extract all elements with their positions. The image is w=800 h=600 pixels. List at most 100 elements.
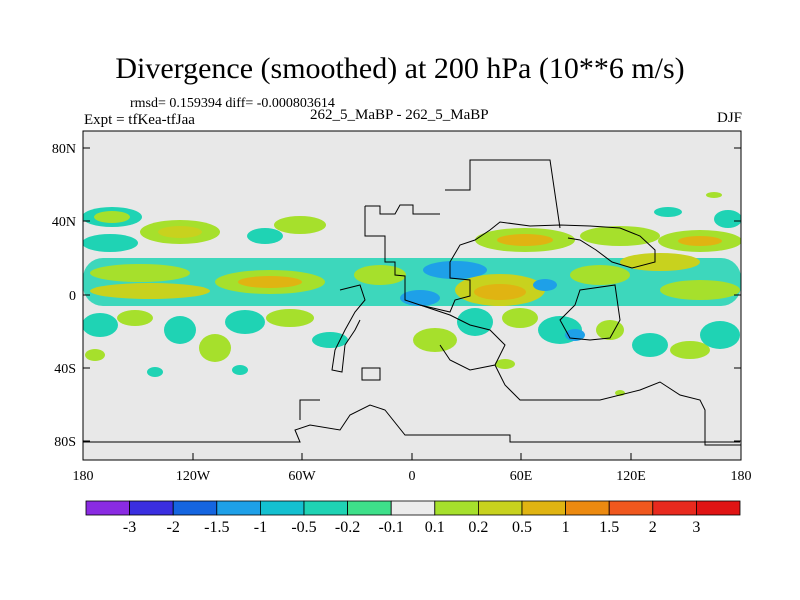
contour-blob bbox=[497, 234, 553, 246]
x-tick-label: 180 bbox=[731, 469, 752, 484]
colorbar-label: -3 bbox=[123, 519, 136, 536]
x-tick-label: 180 bbox=[73, 469, 94, 484]
colorbar-label: 1 bbox=[562, 519, 570, 536]
x-tick-label: 120W bbox=[176, 469, 211, 484]
colorbar-swatch bbox=[172, 500, 218, 516]
continent-outline bbox=[365, 204, 440, 215]
stats-text: rmsd= 0.159394 diff= -0.000803614 bbox=[130, 96, 335, 111]
colorbar-label: -1 bbox=[254, 519, 267, 536]
colorbar-swatch bbox=[129, 500, 174, 516]
colorbar-label: 0.5 bbox=[512, 519, 532, 536]
x-tick-label: 120E bbox=[616, 469, 646, 484]
colorbar-swatch bbox=[608, 500, 654, 516]
plot-title: Divergence (smoothed) at 200 hPa (10**6 … bbox=[115, 52, 685, 85]
x-axis-ticks bbox=[82, 453, 742, 460]
contour-blob bbox=[354, 265, 406, 285]
contour-blob bbox=[238, 276, 302, 288]
contour-blob bbox=[495, 359, 515, 369]
contour-blob bbox=[670, 341, 710, 359]
contour-blob bbox=[570, 265, 630, 285]
colorbar-swatch bbox=[477, 500, 523, 516]
contour-blob bbox=[474, 284, 526, 300]
x-tick-label: 60W bbox=[288, 469, 316, 484]
colorbar-swatch bbox=[216, 500, 261, 516]
continent-outline bbox=[559, 284, 621, 341]
colorbar: -3 -2 -1.5 -1 -0.5 -0.2 -0.1 0.1 0.2 0.5 1 1.5 2 3 bbox=[85, 500, 741, 536]
contour-blob bbox=[266, 309, 314, 327]
colorbar-swatch bbox=[521, 500, 566, 516]
season-label: DJF bbox=[716, 110, 742, 126]
colorbar-label: -0.1 bbox=[379, 519, 404, 536]
colorbar-swatch bbox=[303, 500, 348, 516]
x-tick-label: 0 bbox=[409, 469, 416, 484]
contour-blob bbox=[400, 290, 440, 306]
contour-blob bbox=[117, 310, 153, 326]
continent-outline bbox=[364, 206, 656, 313]
colorbar-swatch bbox=[696, 500, 741, 516]
contour-blob bbox=[164, 316, 196, 344]
colorbar-label: -1.5 bbox=[204, 519, 229, 536]
contour-blob bbox=[700, 321, 740, 349]
contour-blob bbox=[225, 310, 265, 334]
contour-blob bbox=[654, 207, 682, 217]
contour-blob bbox=[502, 308, 538, 328]
colorbar-label: 3 bbox=[692, 519, 700, 536]
contour-blob bbox=[94, 211, 130, 223]
y-tick-label: 80S bbox=[54, 435, 76, 450]
continent-outline bbox=[419, 304, 506, 371]
x-tick-label: 60E bbox=[510, 469, 533, 484]
contour-blob bbox=[714, 210, 741, 228]
divergence-field bbox=[83, 192, 741, 396]
contour-blob bbox=[457, 308, 493, 336]
contour-blob bbox=[423, 261, 487, 279]
contour-blob bbox=[706, 192, 722, 198]
y-tick-label: 0 bbox=[69, 289, 76, 304]
contour-blob bbox=[247, 228, 283, 244]
contour-blob bbox=[580, 226, 660, 246]
colorbar-swatch bbox=[434, 500, 479, 516]
colorbar-label: 0.1 bbox=[425, 519, 445, 536]
contour-blob bbox=[232, 365, 248, 375]
contour-blob bbox=[660, 280, 740, 300]
contour-blob bbox=[83, 234, 138, 252]
contour-blob bbox=[413, 328, 457, 352]
run-comparison-label: 262_5_MaBP - 262_5_MaBP bbox=[310, 107, 489, 123]
experiment-label: Expt = tfKea-tfJaa bbox=[84, 112, 195, 128]
colorbar-label: -2 bbox=[167, 519, 180, 536]
y-axis-ticks bbox=[83, 147, 741, 442]
colorbar-label: 0.2 bbox=[468, 519, 488, 536]
y-tick-label: 80N bbox=[52, 142, 76, 157]
contour-blob bbox=[199, 334, 231, 362]
y-tick-label: 40S bbox=[54, 362, 76, 377]
continent-outlines bbox=[83, 159, 741, 446]
continent-outline bbox=[299, 399, 320, 420]
contour-blob bbox=[83, 313, 118, 337]
contour-blob bbox=[85, 349, 105, 361]
contour-blob bbox=[90, 264, 190, 282]
contour-blob bbox=[620, 253, 700, 271]
contour-blob bbox=[678, 236, 722, 246]
colorbar-label: -0.2 bbox=[335, 519, 360, 536]
y-tick-label: 40N bbox=[52, 215, 76, 230]
contour-blob bbox=[312, 332, 348, 348]
colorbar-swatch bbox=[652, 500, 697, 516]
contour-blob bbox=[274, 216, 326, 234]
continent-outline bbox=[494, 364, 741, 446]
contour-blob bbox=[158, 226, 202, 238]
colorbar-swatch bbox=[347, 500, 392, 516]
contour-blob bbox=[147, 367, 163, 377]
continent-outline bbox=[331, 284, 366, 373]
colorbar-swatch bbox=[85, 500, 130, 516]
colorbar-label: -0.5 bbox=[291, 519, 316, 536]
contour-blob bbox=[90, 283, 210, 299]
colorbar-label: 1.5 bbox=[599, 519, 619, 536]
colorbar-swatch bbox=[390, 500, 436, 516]
continent-outline bbox=[361, 367, 381, 381]
continent-outline bbox=[445, 159, 561, 229]
colorbar-swatch bbox=[565, 500, 610, 516]
contour-blob bbox=[533, 279, 557, 291]
continent-outline bbox=[83, 404, 740, 443]
contour-blob bbox=[632, 333, 668, 357]
colorbar-label: 2 bbox=[649, 519, 657, 536]
